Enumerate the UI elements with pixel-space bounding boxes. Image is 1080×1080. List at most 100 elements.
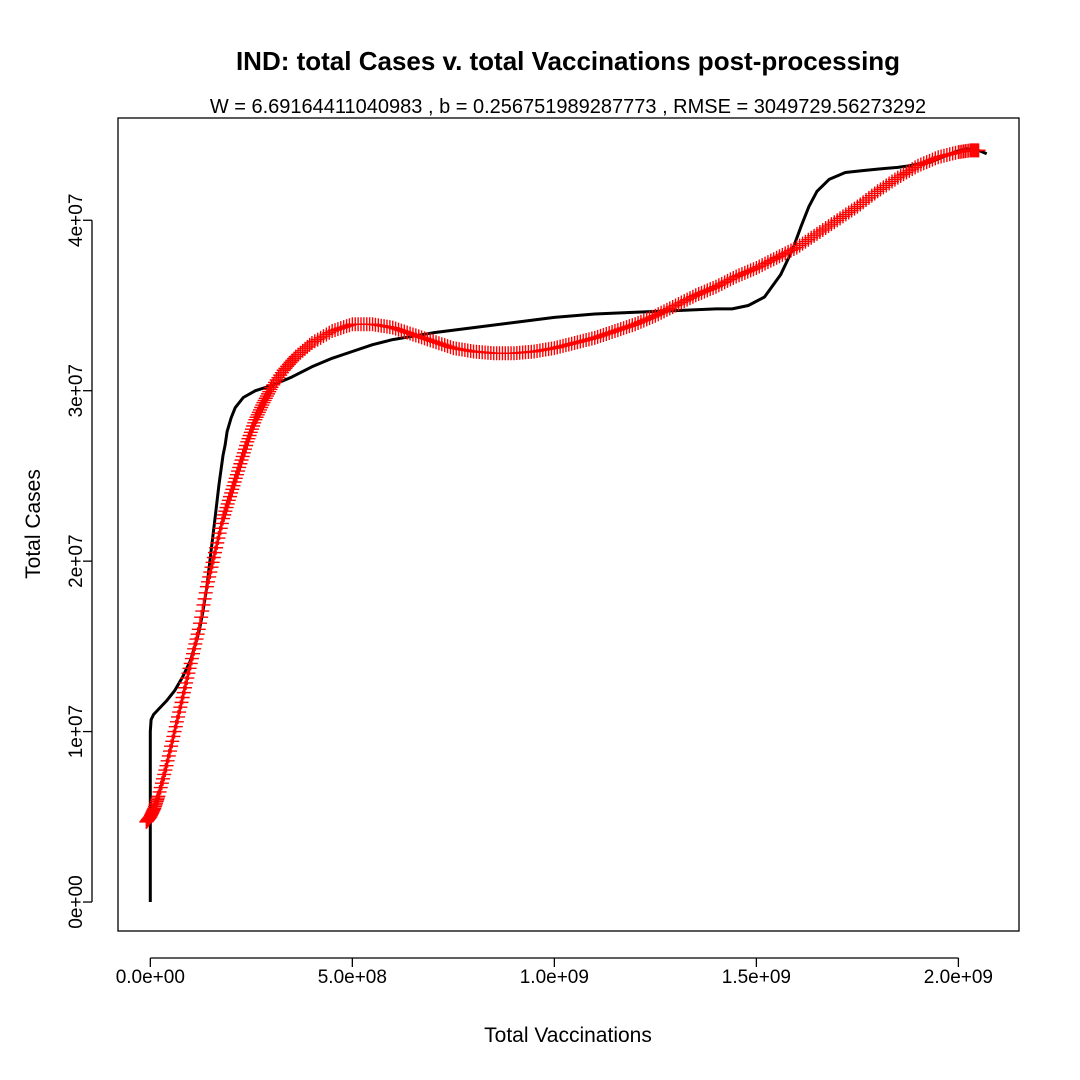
fitted-point	[706, 280, 721, 295]
fitted-point	[714, 276, 729, 291]
fitted-point	[896, 167, 911, 182]
fitted-point	[313, 330, 328, 345]
fitted-point	[613, 322, 628, 337]
fitted-point	[197, 591, 212, 606]
x-tick-label: 1.0e+09	[520, 967, 589, 988]
fitted-point	[224, 485, 239, 500]
fitted-point	[437, 338, 452, 353]
fitted-point	[648, 308, 663, 323]
fitted-point	[916, 156, 931, 171]
fitted-point	[556, 338, 571, 353]
fitted-point	[815, 223, 830, 238]
fitted-point	[584, 331, 599, 346]
fitted-point	[769, 250, 784, 265]
fitted-point	[440, 339, 455, 354]
fitted-point	[792, 238, 807, 253]
fitted-point	[882, 176, 897, 191]
fitted-point	[668, 298, 683, 313]
fitted-point	[729, 269, 744, 284]
fitted-point	[789, 240, 804, 255]
chart-subtitle: W = 6.69164411040983 , b = 0.25675198928…	[210, 96, 926, 118]
fitted-point	[838, 207, 853, 222]
fitted-point	[233, 456, 248, 471]
fitted-point	[801, 232, 816, 247]
y-axis: 0e+00 1e+07 2e+07 3e+07 4e+07	[66, 194, 93, 929]
fitted-point	[708, 279, 723, 294]
fitted-point	[821, 219, 836, 234]
fitted-point	[192, 616, 207, 631]
fitted-point	[677, 294, 692, 309]
fitted-point	[414, 330, 429, 345]
fitted-point	[755, 258, 770, 273]
plot-frame	[117, 117, 1020, 932]
fitted-point	[740, 264, 755, 279]
fitted-point	[835, 209, 850, 224]
fitted-point	[893, 168, 908, 183]
fitted-point	[564, 336, 579, 351]
fitted-point	[240, 434, 255, 449]
fitted-point	[795, 236, 810, 251]
fitted-point	[633, 314, 648, 329]
y-tick-label: 2e+07	[66, 534, 87, 587]
fitted-point	[567, 335, 582, 350]
fitted-point	[847, 201, 862, 216]
fitted-point	[711, 278, 726, 293]
fitted-point	[307, 334, 322, 349]
fitted-point	[222, 489, 237, 504]
fitted-point	[746, 262, 761, 277]
fitted-point	[936, 148, 951, 163]
fitted-point	[899, 165, 914, 180]
fitted-point	[760, 255, 775, 270]
fitted-point	[654, 305, 669, 320]
fitted-point	[642, 311, 657, 326]
fitted-point	[590, 329, 605, 344]
fitted-point	[743, 263, 758, 278]
fitted-point	[781, 244, 796, 259]
fitted-point	[841, 205, 856, 220]
y-tick-label: 4e+07	[66, 194, 87, 247]
fitted-point	[607, 324, 622, 339]
fitted-point	[599, 326, 614, 341]
fitted-point	[579, 333, 594, 348]
fitted-point	[628, 317, 643, 332]
fitted-point	[246, 419, 261, 434]
fitted-point	[763, 253, 778, 268]
x-tick-label: 1.5e+09	[722, 967, 791, 988]
fitted-point	[734, 267, 749, 282]
fitted-point	[919, 155, 934, 170]
fitted-point	[651, 307, 666, 322]
fitted-point	[717, 275, 732, 290]
fitted-point	[420, 332, 435, 347]
fitted-point	[319, 327, 334, 342]
fitted-point	[908, 160, 923, 175]
fitted-point	[561, 337, 576, 352]
fitted-point	[939, 148, 954, 163]
fitted-point	[674, 295, 689, 310]
x-tick-label: 0.0e+00	[116, 967, 185, 988]
fitted-point	[913, 157, 928, 172]
fitted-point	[336, 320, 351, 335]
fitted-point	[830, 213, 845, 228]
fitted-point	[885, 174, 900, 189]
y-tick-label: 3e+07	[66, 364, 87, 417]
fitted-point	[616, 321, 631, 336]
fitted-point	[870, 184, 885, 199]
fitted-point	[339, 319, 354, 334]
fitted-point	[330, 322, 345, 337]
fitted-point	[619, 320, 634, 335]
fitted-point	[778, 246, 793, 261]
fitted-point	[925, 152, 940, 167]
fitted-point	[443, 340, 458, 355]
fitted-point	[827, 215, 842, 230]
fitted-point	[342, 318, 357, 333]
fitted-point	[333, 321, 348, 336]
fitted-point	[226, 478, 241, 493]
fitted-point	[426, 334, 441, 349]
fitted-point	[682, 291, 697, 306]
fitted-point	[631, 316, 646, 331]
fitted-point	[322, 325, 337, 340]
fitted-point	[887, 172, 902, 187]
fitted-point	[758, 256, 773, 271]
x-axis-label: Total Vaccinations	[484, 1024, 652, 1047]
